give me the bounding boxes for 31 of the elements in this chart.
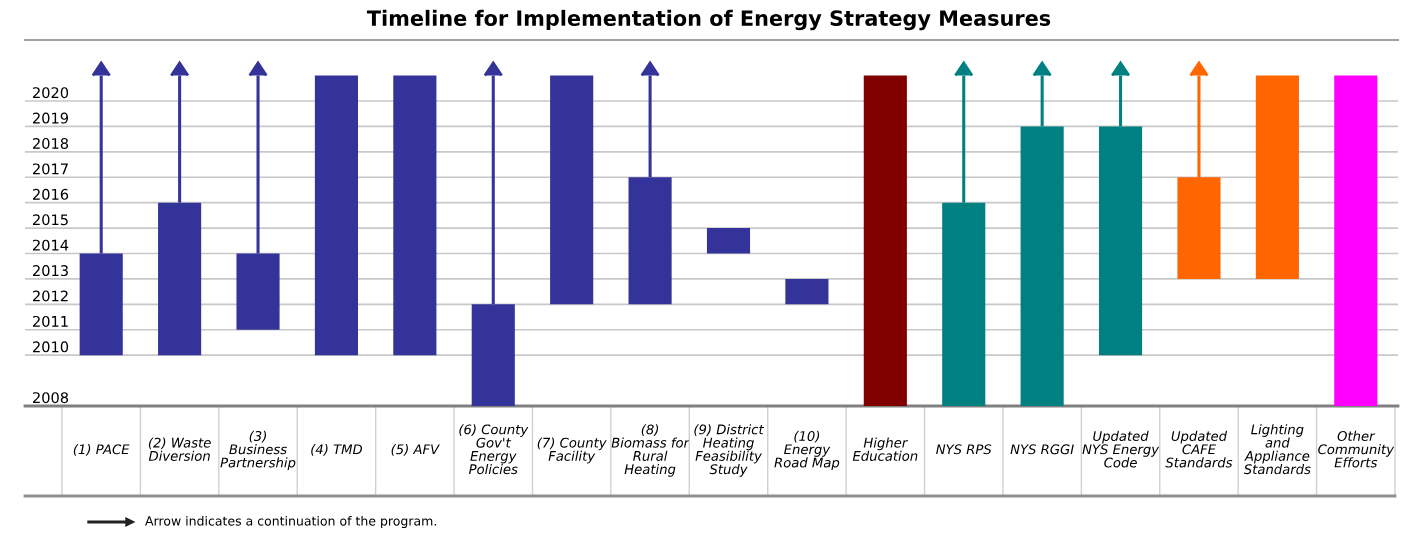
- x-tick-label: (6) County Gov't Energy Policies: [459, 424, 529, 475]
- x-tick-label: (10) Energy Road Map: [774, 430, 840, 471]
- x-tick-label: (8) Biomass for Rural Heating: [611, 424, 690, 477]
- text: Arrow indicates a continuation of the program.: [145, 515, 436, 529]
- x-tick-label: (2) Waste Diversion: [148, 437, 211, 461]
- x-tick-label: Other Community Efforts: [1318, 430, 1395, 468]
- y-tick-label: 2019: [33, 112, 69, 124]
- x-tick-label: (7) County Facility: [537, 437, 607, 464]
- x-tick-label: (3) Business Partnership: [220, 430, 296, 471]
- y-tick-label: 2014: [33, 239, 69, 251]
- y-tick-label: 2010: [33, 341, 69, 353]
- y-tick-label: 2015: [33, 214, 68, 226]
- y-tick-label: 2011: [33, 315, 68, 327]
- x-tick-label: Updated NYS Energy Code: [1082, 430, 1160, 468]
- chart-title: Timeline for Implementation of Energy Strategy Measures: [366, 9, 1051, 31]
- x-tick-label: (9) District Heating Feasibility Study: [694, 424, 765, 477]
- y-tick-label: 2013: [33, 265, 68, 277]
- y-tick-label: 2017: [33, 163, 68, 175]
- y-tick-label: 2008: [33, 392, 69, 404]
- y-tick-label: 2016: [33, 188, 69, 200]
- y-tick-label: 2012: [33, 290, 68, 302]
- x-tick-label: (1) PACE: [73, 444, 130, 456]
- x-tick-label: (4) TMD: [311, 444, 363, 456]
- y-tick-label: 2020: [33, 87, 69, 99]
- y-tick-label: 2018: [33, 137, 69, 150]
- x-tick-label: NYS RGGI: [1010, 444, 1074, 455]
- x-tick-label: Higher Education: [852, 437, 918, 461]
- x-tick-label: NYS RPS: [936, 444, 992, 455]
- x-tick-label: Lighting and Appliance Standards: [1243, 424, 1311, 475]
- x-tick-label: Updated CAFE Standards: [1165, 430, 1233, 468]
- x-tick-label: (5) AFV: [391, 444, 440, 456]
